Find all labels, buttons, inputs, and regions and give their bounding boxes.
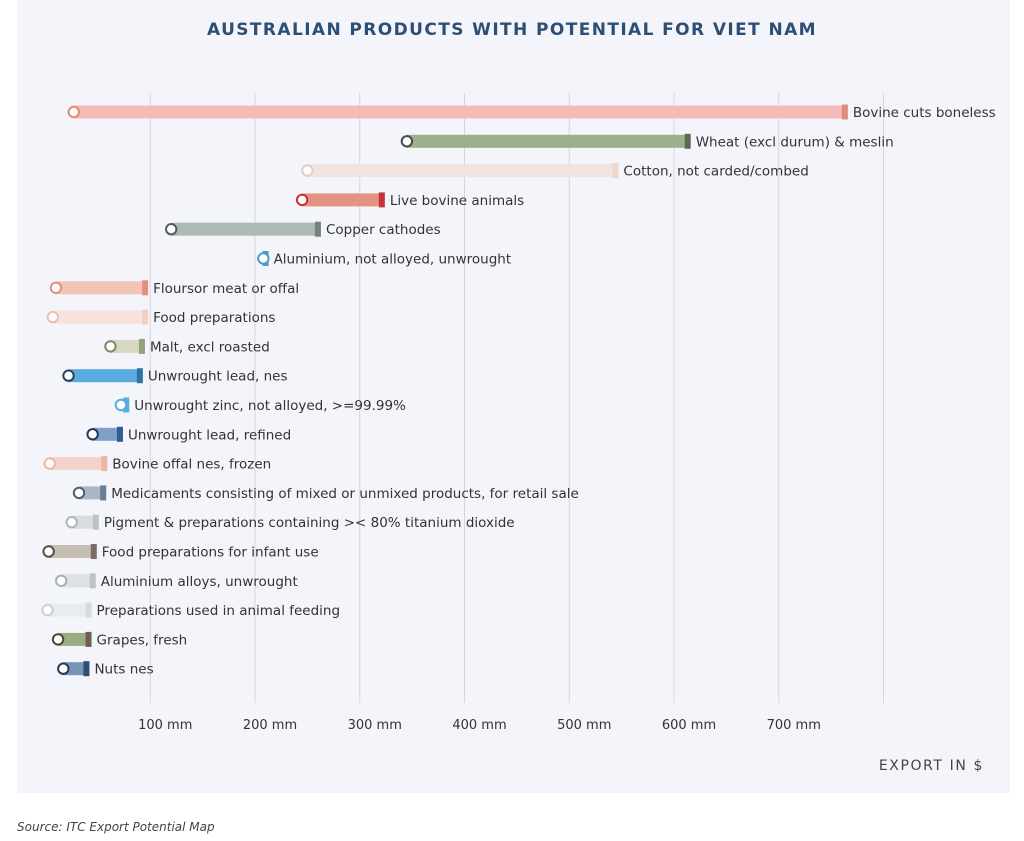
start-marker	[65, 516, 78, 529]
end-marker	[142, 280, 149, 296]
x-tick-label: 100 mm	[138, 718, 192, 733]
start-marker	[72, 486, 86, 500]
start-marker	[104, 340, 117, 353]
product-label: Unwrought zinc, not alloyed, >=99.99%	[134, 398, 406, 414]
range-bar[interactable]	[406, 134, 690, 148]
range-bar[interactable]	[73, 105, 847, 119]
x-tick-label: 600 mm	[662, 718, 716, 733]
end-marker	[138, 338, 145, 354]
product-label: Malt, excl roasted	[150, 339, 270, 355]
range-bar[interactable]	[110, 339, 144, 353]
range-bar[interactable]	[55, 281, 148, 295]
range-bar[interactable]	[49, 457, 107, 471]
x-axis-title: EXPORT IN $	[878, 758, 984, 774]
start-marker	[67, 105, 80, 119]
product-label: Pigment & preparations containing >< 80%…	[104, 515, 515, 531]
end-marker	[142, 309, 149, 325]
range-bar[interactable]	[58, 632, 91, 646]
chart-title: AUSTRALIAN PRODUCTS WITH POTENTIAL FOR V…	[207, 20, 817, 40]
product-label: Aluminium alloys, unwrought	[101, 574, 298, 590]
end-marker	[841, 104, 848, 120]
end-marker	[136, 368, 143, 384]
start-marker	[43, 457, 56, 470]
start-marker	[41, 603, 54, 617]
product-label: Bovine offal nes, frozen	[112, 457, 271, 473]
end-marker	[314, 221, 321, 237]
chart-panel	[17, 0, 1010, 793]
range-bar[interactable]	[71, 515, 98, 529]
source-note: Source: ITC Export Potential Map	[17, 820, 215, 834]
start-marker	[62, 369, 75, 382]
end-marker	[378, 192, 385, 208]
end-marker	[89, 573, 96, 589]
start-marker	[55, 574, 68, 587]
product-label: Nuts nes	[94, 662, 153, 678]
start-marker	[301, 164, 314, 177]
range-bar[interactable]	[68, 369, 142, 383]
start-marker	[114, 398, 128, 412]
end-marker	[85, 602, 92, 618]
end-marker	[101, 456, 108, 472]
chart-plot-area: 100 mm 200 mm 300 mm 400 mm 500 mm 600 mm 700 …	[41, 93, 996, 733]
range-bar[interactable]	[302, 193, 384, 207]
range-bar[interactable]	[171, 222, 320, 236]
product-label: Food preparations for infant use	[102, 545, 319, 561]
product-label: Grapes, fresh	[97, 632, 188, 648]
end-marker	[612, 163, 619, 179]
x-tick-label: 200 mm	[243, 718, 297, 733]
start-marker	[257, 252, 270, 265]
range-bar[interactable]	[307, 164, 618, 178]
product-label: Medicaments consisting of mixed or unmix…	[111, 486, 579, 502]
range-bar[interactable]	[48, 545, 96, 558]
product-label: Live bovine animals	[390, 193, 524, 209]
range-bar[interactable]	[63, 662, 89, 676]
range-bar[interactable]	[61, 574, 95, 588]
end-marker	[83, 661, 90, 677]
product-label: Bovine cuts boneless	[853, 105, 996, 121]
end-marker	[684, 133, 691, 149]
product-label: Food preparations	[153, 310, 275, 326]
end-marker	[85, 631, 92, 647]
start-marker	[165, 223, 178, 236]
start-marker	[295, 193, 309, 207]
end-marker	[100, 485, 107, 501]
range-bar[interactable]	[92, 427, 122, 441]
start-marker	[400, 135, 414, 148]
start-marker	[49, 281, 63, 294]
product-label: Cotton, not carded/combed	[623, 164, 808, 180]
product-label: Preparations used in animal feeding	[97, 603, 341, 619]
product-label: Unwrought lead, nes	[148, 369, 288, 385]
x-tick-label: 500 mm	[557, 718, 611, 733]
range-bar[interactable]	[79, 486, 106, 500]
end-marker	[90, 544, 97, 559]
x-tick-label: 300 mm	[348, 718, 402, 733]
product-label: Aluminium, not alloyed, unwrought	[274, 252, 512, 268]
start-marker	[57, 662, 70, 675]
start-marker	[42, 545, 55, 558]
x-tick-label: 400 mm	[452, 718, 506, 733]
end-marker	[116, 426, 123, 442]
start-marker	[46, 310, 60, 324]
range-bar[interactable]	[52, 310, 148, 324]
range-bar[interactable]	[47, 603, 91, 617]
product-label: Floursor meat or offal	[153, 281, 299, 297]
end-marker	[92, 514, 99, 530]
product-label: Unwrought lead, refined	[128, 427, 291, 443]
start-marker	[51, 633, 65, 646]
product-label: Wheat (excl durum) & meslin	[696, 134, 894, 150]
x-tick-label: 700 mm	[767, 718, 821, 733]
start-marker	[86, 428, 99, 441]
product-label: Copper cathodes	[326, 222, 441, 238]
